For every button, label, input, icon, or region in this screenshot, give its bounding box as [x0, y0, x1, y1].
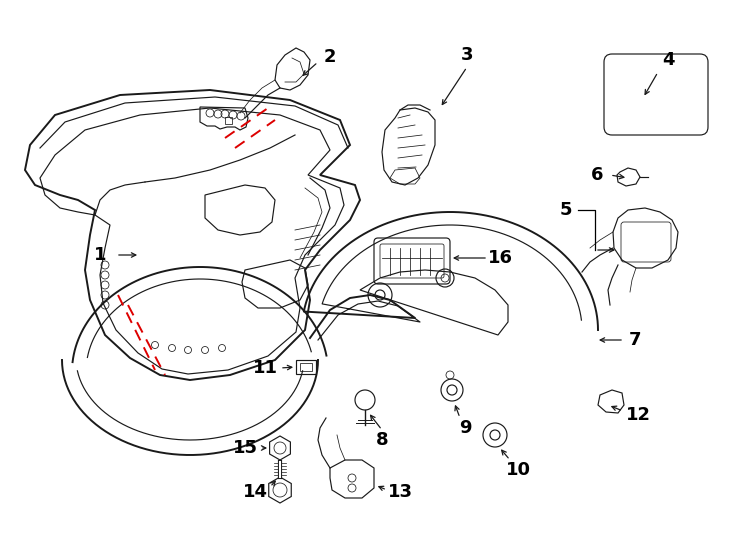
Text: 11: 11 — [252, 359, 277, 377]
Text: 7: 7 — [629, 331, 642, 349]
Text: 15: 15 — [233, 439, 258, 457]
Bar — [225, 117, 232, 124]
Text: 3: 3 — [461, 46, 473, 64]
Bar — [300, 363, 312, 371]
Text: 6: 6 — [591, 166, 603, 184]
Bar — [296, 360, 316, 374]
Text: 1: 1 — [94, 246, 106, 264]
Text: 9: 9 — [459, 419, 471, 437]
Text: 10: 10 — [506, 461, 531, 479]
Text: 4: 4 — [662, 51, 675, 69]
Text: 8: 8 — [376, 431, 388, 449]
Text: 12: 12 — [625, 406, 650, 424]
Text: 16: 16 — [487, 249, 512, 267]
Text: 13: 13 — [388, 483, 413, 501]
Text: 14: 14 — [242, 483, 267, 501]
Text: 2: 2 — [324, 48, 336, 66]
Text: 5: 5 — [560, 201, 573, 219]
